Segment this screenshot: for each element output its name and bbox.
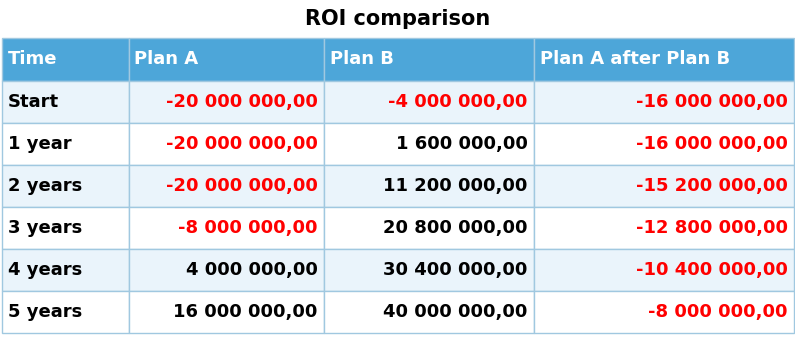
Bar — [2, 207, 129, 249]
Bar — [2, 249, 129, 291]
Text: -16 000 000,00: -16 000 000,00 — [636, 93, 788, 111]
Text: 2 years: 2 years — [7, 177, 82, 195]
Bar — [533, 291, 793, 333]
Bar — [324, 291, 533, 333]
Bar — [533, 207, 793, 249]
Bar — [2, 123, 129, 165]
Bar — [2, 38, 129, 81]
Text: 30 400 000,00: 30 400 000,00 — [383, 261, 528, 279]
Text: -20 000 000,00: -20 000 000,00 — [165, 93, 317, 111]
Bar — [129, 207, 324, 249]
Bar — [129, 249, 324, 291]
Text: 4 years: 4 years — [7, 261, 82, 279]
Bar — [129, 81, 324, 123]
Text: -15 200 000,00: -15 200 000,00 — [636, 177, 788, 195]
Text: -8 000 000,00: -8 000 000,00 — [648, 303, 788, 321]
Text: -8 000 000,00: -8 000 000,00 — [178, 219, 317, 237]
Text: 3 years: 3 years — [7, 219, 82, 237]
Bar — [129, 291, 324, 333]
Bar — [2, 165, 129, 207]
Text: -16 000 000,00: -16 000 000,00 — [636, 135, 788, 153]
Text: Plan A after Plan B: Plan A after Plan B — [540, 51, 730, 68]
Text: 5 years: 5 years — [7, 303, 82, 321]
Bar — [324, 249, 533, 291]
Text: Time: Time — [7, 51, 57, 68]
Text: Start: Start — [7, 93, 59, 111]
Bar — [533, 38, 793, 81]
Bar — [324, 38, 533, 81]
Bar — [129, 165, 324, 207]
Text: -20 000 000,00: -20 000 000,00 — [165, 135, 317, 153]
Text: Plan A: Plan A — [134, 51, 199, 68]
Bar — [533, 81, 793, 123]
Bar — [533, 123, 793, 165]
Text: -10 400 000,00: -10 400 000,00 — [636, 261, 788, 279]
Bar — [533, 165, 793, 207]
Bar — [533, 249, 793, 291]
Text: -20 000 000,00: -20 000 000,00 — [165, 177, 317, 195]
Text: 16 000 000,00: 16 000 000,00 — [173, 303, 317, 321]
Text: Plan B: Plan B — [329, 51, 394, 68]
Text: -12 800 000,00: -12 800 000,00 — [635, 219, 788, 237]
Text: 11 200 000,00: 11 200 000,00 — [383, 177, 528, 195]
Text: 1 600 000,00: 1 600 000,00 — [396, 135, 528, 153]
Bar — [2, 291, 129, 333]
Text: 20 800 000,00: 20 800 000,00 — [383, 219, 528, 237]
Text: 40 000 000,00: 40 000 000,00 — [383, 303, 528, 321]
Bar — [2, 81, 129, 123]
Text: ROI comparison: ROI comparison — [304, 9, 491, 29]
Bar — [129, 123, 324, 165]
Text: 4 000 000,00: 4 000 000,00 — [185, 261, 317, 279]
Bar — [324, 123, 533, 165]
Bar — [324, 207, 533, 249]
Text: 1 year: 1 year — [7, 135, 71, 153]
Bar — [129, 38, 324, 81]
Bar — [324, 81, 533, 123]
Bar — [324, 165, 533, 207]
Text: -4 000 000,00: -4 000 000,00 — [388, 93, 528, 111]
